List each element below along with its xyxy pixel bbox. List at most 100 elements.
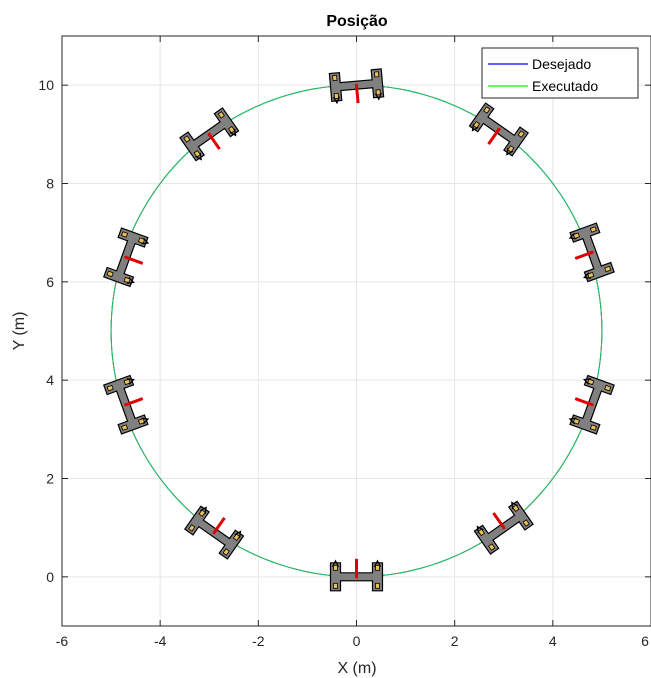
robot-wheel — [572, 232, 581, 239]
robot-wheel — [572, 418, 581, 425]
robot-center — [497, 127, 501, 132]
robot-heading — [125, 397, 144, 407]
robot-wheel-arrow — [332, 96, 340, 105]
robot-wheel — [333, 582, 338, 589]
robot-wheel — [477, 528, 486, 537]
robot-wheel — [375, 582, 380, 589]
robot-wheel-arrow — [373, 559, 382, 568]
robot-wheel — [483, 106, 491, 114]
robot-9 — [568, 374, 615, 435]
robot-wheel — [507, 145, 515, 153]
robot-heading — [212, 516, 226, 534]
y-tick-label: 10 — [38, 77, 54, 93]
robot-wheel — [589, 226, 597, 233]
robot-wheel — [604, 384, 612, 392]
robot-wheel — [604, 265, 612, 273]
robot-wheel — [120, 231, 129, 238]
robot-wheel — [232, 533, 241, 542]
robot-wheel-arrow — [582, 378, 591, 385]
legend-box — [481, 47, 639, 99]
x-tick-label: -4 — [154, 633, 167, 649]
robot-5 — [179, 107, 240, 162]
robot-wheel — [332, 74, 338, 82]
robot-center — [354, 575, 359, 579]
robot-wheel — [222, 548, 230, 556]
robot-center — [124, 255, 128, 259]
robot-wheel — [188, 524, 196, 532]
robot-wheel-arrow — [476, 525, 484, 534]
robot-wheel-arrow — [374, 92, 382, 101]
robot-wheel — [517, 130, 525, 138]
robot-center — [354, 83, 359, 87]
robot-wheel — [373, 71, 380, 78]
robot-wheel — [106, 384, 114, 392]
robot-wheel — [193, 149, 201, 158]
robot-wheel — [488, 543, 496, 551]
robot-heading — [574, 397, 593, 407]
robot-wheel-arrow — [126, 277, 135, 284]
robot-wheel — [375, 89, 381, 96]
robot-heading — [487, 128, 501, 146]
robot-wheel — [227, 125, 236, 134]
robot-wheel — [198, 509, 206, 517]
robot-10 — [473, 500, 534, 555]
robot-wheel — [183, 135, 191, 143]
robot-7 — [468, 102, 530, 157]
robot-wheel — [120, 424, 129, 431]
robot-wheel-arrow — [506, 147, 514, 156]
robot-center — [124, 403, 128, 407]
y-tick-label: 4 — [46, 372, 54, 388]
robot-wheel — [587, 271, 595, 279]
robot-wheel-arrow — [141, 237, 150, 245]
robot-4 — [102, 227, 150, 288]
tick-labels: -6 -4 -2 0 2 4 6 0 2 4 6 8 10 — [38, 36, 651, 649]
robot-center — [590, 403, 594, 407]
robot-heading — [574, 250, 593, 260]
x-tick-label: -2 — [252, 633, 265, 649]
robot-wheel-arrow — [199, 506, 207, 515]
robot-2 — [183, 505, 245, 560]
y-tick-label: 2 — [46, 471, 54, 487]
y-tick-label: 8 — [46, 176, 54, 192]
y-tick-label: 6 — [46, 274, 54, 290]
robot-wheel — [123, 276, 131, 284]
robot-wheel — [587, 378, 595, 386]
robot-wheel — [512, 504, 520, 513]
robot-wheel — [123, 378, 131, 386]
robot-wheel — [106, 270, 114, 278]
legend-label-executado: Executado — [532, 78, 598, 94]
x-tick-label: 6 — [641, 633, 649, 649]
robot-heading — [208, 133, 221, 150]
y-axis-label: Y (m) — [11, 312, 28, 351]
robot-3 — [102, 374, 150, 435]
robot-wheel-arrow — [582, 272, 591, 279]
robot-wheel-arrow — [141, 417, 150, 425]
legend-label-desejado: Desejado — [532, 56, 591, 72]
robot-wheel — [137, 418, 145, 425]
robot-center — [590, 250, 594, 254]
robot-6 — [328, 68, 385, 105]
robot-wheel — [472, 120, 481, 129]
robot-center — [502, 526, 506, 530]
robot-wheel — [217, 111, 225, 119]
robot-wheel — [522, 519, 530, 527]
robot-wheel-arrow — [471, 123, 479, 132]
robot-wheel — [333, 564, 338, 571]
robot-wheel — [333, 92, 340, 100]
robot-1 — [329, 558, 384, 592]
x-tick-label: -6 — [56, 633, 69, 649]
x-tick-label: 4 — [549, 633, 557, 649]
robot-wheel-arrow — [234, 530, 242, 539]
robot-center — [212, 530, 216, 535]
robot-wheel — [589, 424, 597, 431]
legend: Desejado Executado — [481, 47, 639, 99]
x-axis-label: X (m) — [337, 660, 376, 677]
robot-wheel-arrow — [568, 232, 577, 240]
robot-wheel — [137, 237, 145, 244]
robot-heading — [492, 512, 505, 529]
robot-wheel-arrow — [511, 501, 518, 510]
y-tick-label: 0 — [46, 569, 54, 585]
robot-center — [207, 132, 211, 136]
